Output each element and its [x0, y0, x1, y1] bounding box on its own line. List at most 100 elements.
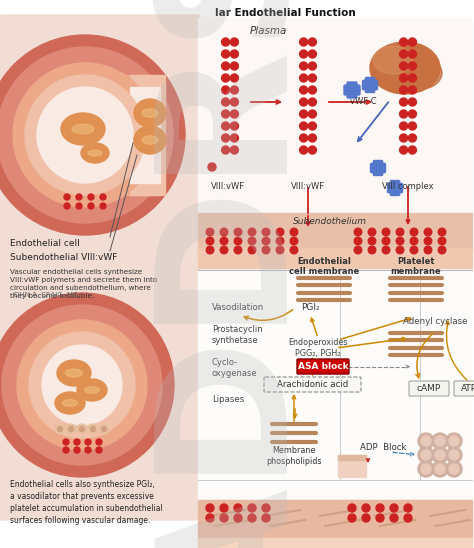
Bar	[198, 213, 472, 253]
Bar	[338, 455, 366, 477]
Circle shape	[409, 38, 416, 46]
FancyBboxPatch shape	[347, 82, 357, 98]
Text: Membrane
phospholipids: Membrane phospholipids	[266, 446, 322, 466]
Circle shape	[248, 504, 256, 512]
Circle shape	[409, 74, 416, 82]
Circle shape	[300, 122, 308, 130]
Circle shape	[449, 464, 459, 474]
Circle shape	[57, 426, 63, 431]
Circle shape	[309, 38, 317, 46]
Circle shape	[382, 228, 390, 236]
FancyBboxPatch shape	[391, 180, 400, 196]
Text: Subendothelial VIII:vWF: Subendothelial VIII:vWF	[10, 253, 118, 262]
Circle shape	[230, 122, 238, 130]
Circle shape	[206, 246, 214, 254]
Circle shape	[66, 424, 76, 434]
Text: JOHN A. CRAIG, MD: JOHN A. CRAIG, MD	[12, 292, 78, 298]
FancyBboxPatch shape	[344, 85, 360, 95]
Circle shape	[42, 345, 122, 425]
Circle shape	[409, 134, 416, 142]
Circle shape	[222, 86, 229, 94]
Circle shape	[421, 464, 431, 474]
Circle shape	[262, 237, 270, 245]
Bar	[198, 270, 472, 510]
Ellipse shape	[88, 150, 102, 156]
Ellipse shape	[77, 379, 107, 401]
Circle shape	[222, 74, 229, 82]
Circle shape	[309, 62, 317, 70]
Circle shape	[404, 504, 412, 512]
Circle shape	[300, 98, 308, 106]
Circle shape	[262, 504, 270, 512]
Circle shape	[230, 98, 238, 106]
Circle shape	[64, 194, 70, 200]
Bar	[130, 87, 160, 183]
FancyBboxPatch shape	[0, 269, 200, 520]
Circle shape	[309, 134, 317, 142]
Circle shape	[222, 146, 229, 154]
Circle shape	[220, 246, 228, 254]
FancyBboxPatch shape	[0, 15, 200, 271]
Circle shape	[382, 237, 390, 245]
Bar	[198, 538, 472, 548]
Circle shape	[17, 320, 147, 450]
Circle shape	[376, 504, 384, 512]
Circle shape	[248, 228, 256, 236]
Circle shape	[2, 305, 162, 465]
Circle shape	[76, 203, 82, 209]
Circle shape	[220, 514, 228, 522]
Circle shape	[368, 237, 376, 245]
Circle shape	[409, 50, 416, 58]
Circle shape	[300, 134, 308, 142]
Ellipse shape	[57, 360, 91, 386]
Circle shape	[446, 461, 462, 477]
Circle shape	[421, 450, 431, 460]
Text: ATP: ATP	[461, 384, 474, 393]
Circle shape	[404, 514, 412, 522]
Text: PGI₂: PGI₂	[301, 304, 319, 312]
Circle shape	[300, 74, 308, 82]
Circle shape	[400, 134, 408, 142]
Circle shape	[262, 246, 270, 254]
Circle shape	[438, 228, 446, 236]
Circle shape	[300, 38, 308, 46]
Circle shape	[222, 110, 229, 118]
Bar	[130, 75, 165, 195]
Ellipse shape	[63, 399, 78, 406]
Circle shape	[309, 74, 317, 82]
Text: Lipases: Lipases	[212, 396, 244, 404]
Circle shape	[309, 110, 317, 118]
Circle shape	[230, 38, 238, 46]
Circle shape	[230, 50, 238, 58]
Circle shape	[396, 246, 404, 254]
Circle shape	[230, 146, 238, 154]
Circle shape	[262, 514, 270, 522]
Bar	[338, 455, 366, 460]
Circle shape	[63, 439, 69, 445]
FancyBboxPatch shape	[388, 184, 402, 193]
Circle shape	[290, 237, 298, 245]
Circle shape	[354, 246, 362, 254]
Circle shape	[230, 134, 238, 142]
Circle shape	[435, 436, 445, 446]
Circle shape	[206, 237, 214, 245]
Bar	[115, 75, 150, 195]
Circle shape	[25, 75, 145, 195]
Circle shape	[100, 203, 106, 209]
Circle shape	[400, 110, 408, 118]
Circle shape	[354, 228, 362, 236]
Circle shape	[222, 122, 229, 130]
Circle shape	[400, 86, 408, 94]
Circle shape	[309, 86, 317, 94]
Circle shape	[0, 293, 174, 477]
Bar	[198, 18, 472, 213]
Circle shape	[37, 87, 133, 183]
Circle shape	[234, 246, 242, 254]
FancyBboxPatch shape	[409, 381, 449, 396]
Ellipse shape	[142, 109, 158, 117]
Circle shape	[354, 237, 362, 245]
Circle shape	[234, 504, 242, 512]
Ellipse shape	[134, 99, 166, 127]
Circle shape	[446, 447, 462, 463]
Circle shape	[432, 447, 448, 463]
